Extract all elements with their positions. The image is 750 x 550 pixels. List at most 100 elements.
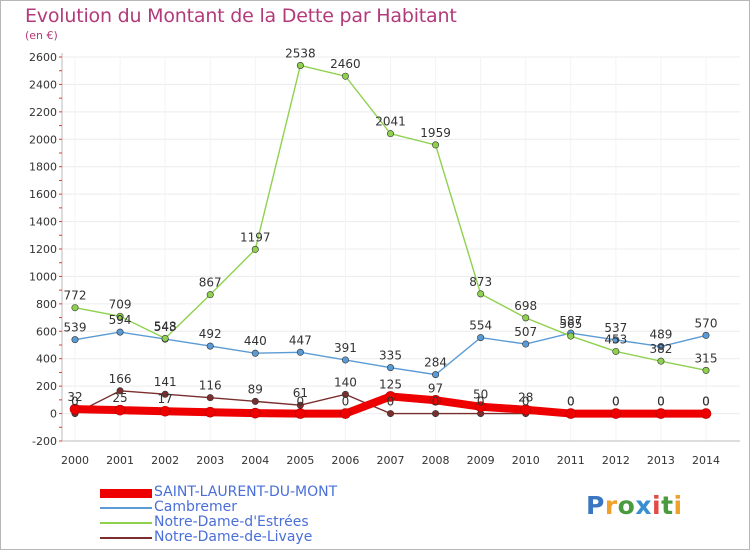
- data-label: 0: [702, 395, 710, 409]
- y-tick-label: 400: [36, 353, 57, 366]
- data-point: [612, 336, 620, 344]
- data-label: 570: [695, 316, 718, 330]
- data-point: [477, 334, 485, 342]
- data-point: [251, 349, 259, 357]
- logo-letter: t: [661, 491, 674, 520]
- data-point: [657, 357, 665, 365]
- data-point: [114, 404, 126, 416]
- data-point: [71, 336, 79, 344]
- data-point: [116, 312, 124, 320]
- chart-title: Evolution du Montant de la Dette par Hab…: [25, 5, 457, 27]
- data-label: 539: [64, 321, 87, 335]
- data-label: 587: [559, 314, 582, 328]
- data-label: 543: [154, 320, 177, 334]
- data-point: [296, 62, 304, 70]
- data-label: 0: [297, 395, 305, 409]
- data-label: 0: [71, 395, 79, 409]
- y-tick-label: 1400: [29, 216, 57, 229]
- data-point: [430, 394, 441, 406]
- data-point: [477, 290, 485, 298]
- data-point: [432, 371, 440, 379]
- y-tick-label: 0: [50, 408, 57, 421]
- y-tick-label: -200: [32, 435, 57, 448]
- data-point: [386, 364, 394, 372]
- x-tick-label: 2010: [512, 454, 540, 467]
- data-point: [432, 141, 440, 149]
- data-label: 25: [112, 391, 127, 405]
- logo-letter: o: [617, 491, 636, 520]
- data-label: 0: [657, 395, 665, 409]
- data-label: 537: [604, 321, 627, 335]
- y-tick-label: 1800: [29, 161, 57, 174]
- data-label: 554: [469, 319, 492, 333]
- data-label: 125: [379, 377, 402, 391]
- x-tick-label: 2011: [557, 454, 585, 467]
- data-point: [386, 130, 394, 138]
- data-point: [341, 356, 349, 364]
- data-point: [702, 366, 710, 374]
- data-label: 50: [473, 388, 488, 402]
- data-label: 440: [244, 334, 267, 348]
- y-tick-label: 200: [36, 380, 57, 393]
- x-tick-label: 2002: [151, 454, 179, 467]
- legend-swatch-notre-dame-destrees: [100, 522, 152, 524]
- y-tick-label: 2400: [29, 78, 57, 91]
- data-label: 28: [518, 391, 533, 405]
- logo-letter: i: [673, 491, 683, 520]
- data-point: [610, 408, 622, 419]
- y-tick-label: 1600: [29, 188, 57, 201]
- data-point: [386, 410, 394, 418]
- proxiti-logo: Proxiti: [586, 491, 683, 520]
- data-point: [432, 410, 440, 418]
- data-point: [251, 245, 259, 253]
- data-label: 1197: [240, 230, 271, 244]
- data-point: [567, 332, 575, 340]
- data-point: [159, 405, 171, 417]
- y-tick-label: 2000: [29, 133, 57, 146]
- data-point: [475, 401, 486, 413]
- data-label: 391: [334, 341, 357, 355]
- data-label: 0: [432, 395, 440, 409]
- data-point: [161, 334, 169, 342]
- data-label: 2041: [375, 115, 406, 129]
- data-label: 116: [199, 379, 222, 393]
- y-tick-label: 1200: [29, 243, 57, 256]
- legend-swatch-saint-laurent: [100, 489, 152, 498]
- data-label: 0: [612, 395, 620, 409]
- x-tick-label: 2009: [467, 454, 495, 467]
- x-tick-label: 2000: [61, 454, 89, 467]
- data-point: [700, 408, 712, 419]
- data-point: [612, 347, 620, 355]
- y-tick-label: 1000: [29, 270, 57, 283]
- x-tick-label: 2006: [331, 454, 359, 467]
- x-tick-label: 2014: [692, 454, 720, 467]
- data-point: [71, 304, 79, 312]
- legend-swatch-notre-dame-de-livaye: [100, 537, 152, 539]
- data-label: 0: [612, 395, 620, 409]
- y-tick-label: 800: [36, 298, 57, 311]
- data-label: 166: [109, 372, 132, 386]
- data-label: 0: [567, 395, 575, 409]
- data-label: 0: [657, 395, 665, 409]
- data-point: [206, 394, 214, 402]
- logo-letter: r: [604, 491, 618, 520]
- data-point: [204, 406, 216, 418]
- data-label: 335: [379, 349, 402, 363]
- data-point: [206, 342, 214, 350]
- data-point: [69, 403, 81, 415]
- data-point: [520, 404, 532, 416]
- data-label: 594: [109, 313, 132, 327]
- data-point: [206, 291, 214, 299]
- data-label: 32: [67, 390, 82, 404]
- data-label: 0: [567, 395, 575, 409]
- x-tick-label: 2013: [647, 454, 675, 467]
- data-point: [702, 331, 710, 339]
- data-label: 97: [428, 381, 443, 395]
- x-tick-label: 2003: [196, 454, 224, 467]
- data-point: [341, 390, 349, 398]
- data-label: 772: [64, 289, 87, 303]
- data-label: 0: [702, 395, 710, 409]
- y-tick-label: 600: [36, 325, 57, 338]
- data-label: 709: [109, 297, 132, 311]
- data-label: 141: [154, 375, 177, 389]
